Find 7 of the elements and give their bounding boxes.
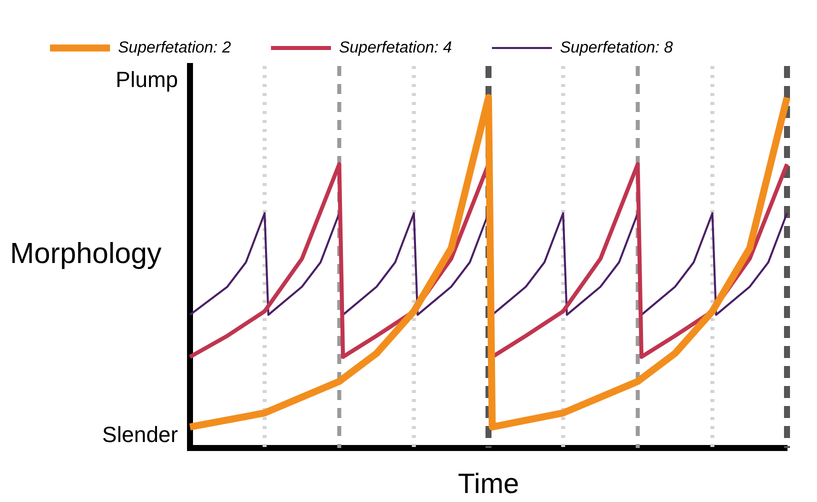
text: Plump bbox=[116, 67, 178, 92]
text: Slender bbox=[102, 422, 178, 448]
legend-label: Superfetation: 4 bbox=[338, 39, 452, 56]
y-axis-title: Morphology bbox=[10, 238, 162, 271]
legend-label: Superfetation: 8 bbox=[560, 39, 674, 56]
x-axis-title: Time bbox=[458, 468, 520, 499]
legend-label: Superfetation: 2 bbox=[118, 39, 232, 56]
